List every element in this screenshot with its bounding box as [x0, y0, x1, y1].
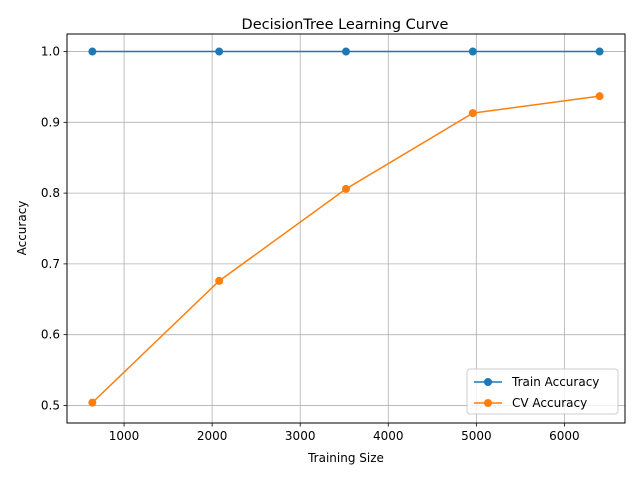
x-tick-label: 6000	[549, 429, 580, 443]
grid-lines	[67, 34, 625, 423]
cv-accuracy-point	[215, 276, 224, 285]
y-axis-label: Accuracy	[15, 201, 29, 256]
cv-accuracy-point	[88, 398, 97, 407]
y-tick-label: 1.0	[41, 45, 60, 59]
plot-frame	[66, 33, 626, 424]
x-tick-label: 1000	[109, 429, 140, 443]
legend-swatch-marker	[484, 399, 492, 407]
y-tick-label: 0.7	[41, 257, 60, 271]
legend-swatch-marker	[484, 378, 492, 386]
train-accuracy-point	[342, 47, 350, 56]
train-accuracy-point	[468, 47, 477, 56]
cv-accuracy-point	[595, 92, 604, 101]
axes: 1000 2000 3000 4000 5000 6000 0.5 0.6 0.7 0.8 0.9 1…	[41, 45, 580, 443]
train-accuracy-point	[215, 47, 224, 56]
y-tick-label: 0.9	[41, 115, 60, 129]
train-accuracy-point	[595, 47, 604, 56]
x-tick-label: 5000	[461, 429, 492, 443]
legend-label: CV Accuracy	[512, 396, 587, 410]
x-axis-label: Training Size	[307, 451, 384, 465]
y-tick-label: 0.8	[41, 186, 60, 200]
x-tick-label: 4000	[373, 429, 404, 443]
cv-accuracy-point	[468, 109, 477, 118]
x-tick-label: 2000	[197, 429, 228, 443]
y-tick-label: 0.5	[41, 398, 60, 412]
cv-accuracy-point	[342, 184, 350, 193]
x-tick-label: 3000	[285, 429, 316, 443]
legend-label: Train Accuracy	[511, 375, 599, 389]
series-lines	[88, 47, 604, 407]
legend: Train Accuracy CV Accuracy	[466, 368, 619, 415]
y-tick-label: 0.6	[41, 328, 60, 342]
legend-box	[466, 368, 619, 415]
chart-title: DecisionTree Learning Curve	[242, 17, 449, 33]
train-accuracy-point	[88, 47, 97, 56]
